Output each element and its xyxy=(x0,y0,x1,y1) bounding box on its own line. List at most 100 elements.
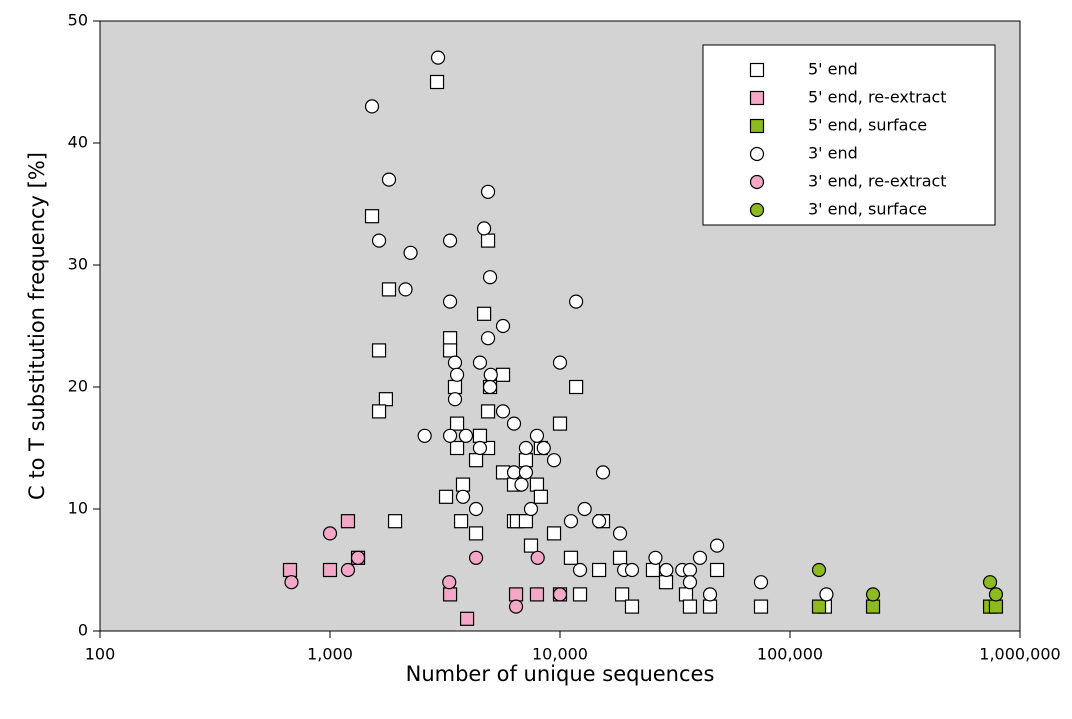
legend-marker xyxy=(749,118,765,134)
point xyxy=(518,440,534,456)
point xyxy=(364,209,380,224)
point xyxy=(442,343,458,358)
point xyxy=(518,465,534,480)
legend-marker xyxy=(749,174,765,190)
point xyxy=(447,355,463,370)
point xyxy=(506,465,522,480)
point xyxy=(546,453,562,468)
y-tick-label: 50 xyxy=(68,11,88,30)
legend-marker xyxy=(749,90,765,106)
point xyxy=(811,599,827,614)
legend-marker xyxy=(749,62,765,78)
point xyxy=(624,599,640,614)
point xyxy=(682,575,698,590)
point xyxy=(682,599,698,614)
point xyxy=(595,465,611,480)
point xyxy=(614,587,630,602)
point xyxy=(577,501,592,517)
point xyxy=(472,355,488,370)
point xyxy=(449,367,465,382)
point xyxy=(506,416,522,431)
legend-marker xyxy=(749,202,765,218)
legend-label: 3' end, re-extract xyxy=(808,172,947,191)
point xyxy=(536,440,551,456)
point xyxy=(429,74,445,90)
point xyxy=(340,562,356,578)
point xyxy=(282,562,298,578)
point xyxy=(381,282,397,297)
x-tick-label: 1,000 xyxy=(307,645,353,664)
point xyxy=(480,233,496,248)
point xyxy=(753,575,769,590)
point xyxy=(381,172,397,187)
point xyxy=(455,477,471,492)
point xyxy=(476,306,492,321)
point xyxy=(453,514,469,529)
point xyxy=(442,428,458,443)
point xyxy=(476,221,492,236)
point xyxy=(350,550,366,565)
point xyxy=(533,489,549,504)
point xyxy=(811,562,827,578)
point xyxy=(458,428,474,443)
legend-label: 3' end xyxy=(808,144,858,163)
point xyxy=(495,367,511,382)
point xyxy=(468,550,484,565)
point xyxy=(508,599,524,614)
point xyxy=(495,318,511,334)
point xyxy=(988,599,1004,614)
point xyxy=(284,575,299,590)
y-tick-label: 0 xyxy=(78,621,88,640)
point xyxy=(442,294,458,309)
point xyxy=(495,404,511,419)
x-tick-label: 100 xyxy=(85,645,116,664)
point xyxy=(364,99,380,114)
legend-label: 5' end, re-extract xyxy=(808,88,947,107)
point xyxy=(563,550,579,565)
point xyxy=(563,514,579,529)
point xyxy=(483,367,498,382)
point xyxy=(819,587,834,602)
point xyxy=(482,379,498,395)
point xyxy=(468,501,484,517)
legend-marker xyxy=(749,146,765,162)
point xyxy=(709,538,725,553)
x-axis-label: Number of unique sequences xyxy=(406,662,715,686)
point xyxy=(518,453,534,468)
point xyxy=(447,392,463,407)
point xyxy=(430,50,446,65)
legend-label: 5' end xyxy=(808,60,858,79)
point xyxy=(529,587,545,602)
point xyxy=(529,428,545,443)
point xyxy=(591,562,607,578)
point xyxy=(403,245,418,260)
legend-label: 3' end, surface xyxy=(808,200,927,219)
point xyxy=(442,331,458,346)
point xyxy=(982,575,998,590)
point xyxy=(523,538,539,553)
point xyxy=(442,233,458,248)
point xyxy=(702,587,718,602)
point xyxy=(417,428,432,443)
point xyxy=(398,282,413,297)
point xyxy=(529,477,545,492)
point xyxy=(472,440,488,456)
point xyxy=(709,562,725,578)
point xyxy=(514,477,529,492)
point xyxy=(552,587,568,602)
point xyxy=(865,587,881,602)
point xyxy=(371,343,387,358)
legend-label: 5' end, surface xyxy=(808,116,927,135)
point xyxy=(468,453,484,468)
point xyxy=(692,550,708,565)
point xyxy=(988,587,1004,602)
point xyxy=(518,514,534,529)
point xyxy=(371,233,387,248)
y-tick-label: 20 xyxy=(68,377,88,396)
point xyxy=(340,514,356,529)
point xyxy=(865,599,881,614)
point xyxy=(472,428,488,443)
point xyxy=(530,550,545,565)
point xyxy=(753,599,769,614)
